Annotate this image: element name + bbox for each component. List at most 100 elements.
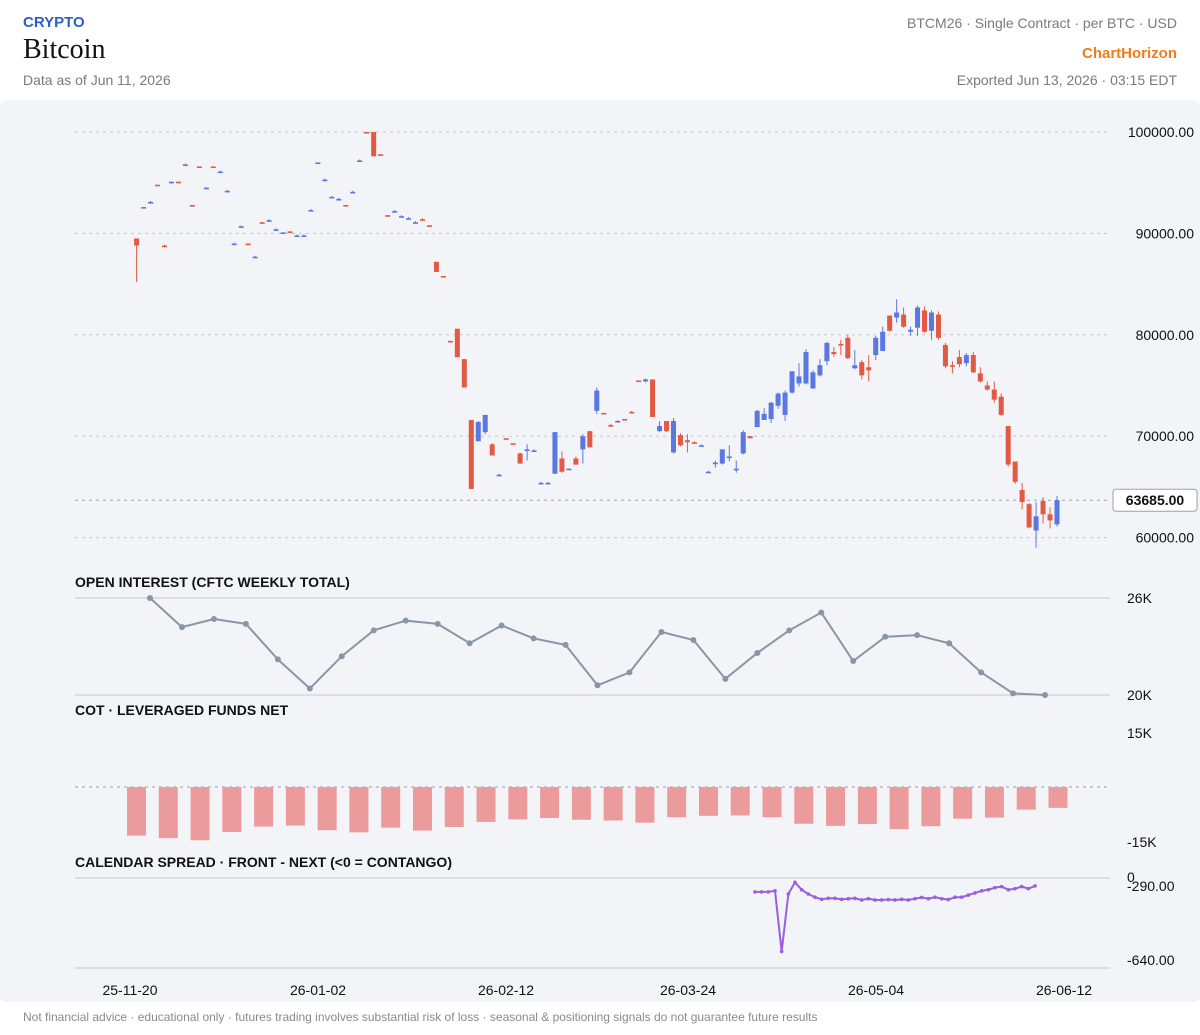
open-interest-point	[850, 658, 857, 665]
candle-body	[224, 190, 230, 193]
candle-body	[908, 329, 914, 332]
candle-body	[322, 179, 328, 182]
open-interest-point	[978, 669, 985, 676]
candle-body	[496, 474, 502, 477]
calendar-spread-point	[799, 887, 804, 892]
calendar-spread-point	[986, 887, 991, 892]
candle-body	[587, 431, 593, 448]
cot-bar	[222, 787, 242, 832]
calendar-spread-point	[913, 896, 917, 901]
candle-body	[329, 196, 335, 199]
calendar-spread-point	[1006, 887, 1011, 892]
candle-body	[315, 162, 321, 165]
candle-body	[775, 393, 781, 406]
calendar-spread-point	[959, 895, 964, 900]
candle-body	[308, 210, 314, 212]
calendar-spread-point	[899, 897, 904, 902]
cot-bar	[540, 787, 560, 818]
price-axis-label: 70000.00	[1136, 428, 1195, 444]
candle-body	[266, 220, 272, 222]
candle-body	[378, 154, 384, 156]
candle-body	[189, 205, 195, 207]
candle-body	[873, 337, 879, 356]
cot-bar	[381, 787, 401, 828]
candle-body	[977, 373, 983, 382]
candle-body	[245, 243, 251, 246]
open-interest-point	[1010, 690, 1017, 697]
candle-body	[956, 357, 962, 365]
candle-body	[998, 396, 1004, 415]
calendar-spread-title: CALENDAR SPREAD · FRONT - NEXT (<0 = CON…	[75, 854, 452, 870]
cot-bar	[635, 787, 655, 823]
candle-body	[447, 340, 453, 343]
open-interest-point	[562, 641, 569, 648]
calendar-spread-point	[826, 896, 831, 901]
open-interest-point	[626, 669, 633, 676]
calendar-spread-point	[806, 892, 811, 896]
cot-bar	[1016, 787, 1036, 810]
candle-body	[845, 337, 851, 359]
candle-body	[175, 181, 181, 184]
candle-body	[1040, 501, 1046, 515]
cot-bar	[158, 787, 178, 839]
candle-body	[705, 471, 711, 474]
open-interest-point	[338, 653, 345, 660]
candle-body	[615, 420, 621, 423]
candle-body	[1054, 500, 1060, 525]
open-interest-point	[466, 640, 473, 647]
calendar-spread-point	[993, 885, 997, 890]
candle-body	[594, 390, 600, 411]
candle-body	[343, 205, 349, 207]
candle-body	[475, 422, 481, 442]
calendar-spread-point	[846, 896, 851, 901]
open-interest-point	[658, 628, 665, 635]
open-interest-point	[306, 685, 313, 692]
calendar-spread-point	[786, 892, 791, 896]
candle-body	[1012, 461, 1018, 482]
candle-body	[412, 222, 419, 224]
candle-body	[684, 440, 690, 443]
candle-body	[901, 314, 907, 327]
candle-body	[643, 379, 649, 382]
disclaimer: Not financial advice · educational only …	[23, 1010, 818, 1024]
candle-body	[754, 410, 760, 428]
candle-body	[148, 201, 154, 204]
candle-body	[482, 414, 488, 433]
cot-bar	[571, 787, 591, 820]
candle-body	[161, 245, 168, 248]
open-interest-point	[402, 617, 409, 624]
calendar-spread-point	[773, 889, 777, 893]
calendar-spread-point	[766, 890, 771, 894]
candle-body	[461, 359, 467, 388]
candle-body	[203, 187, 209, 190]
candle-body	[601, 412, 607, 415]
open-interest-point	[754, 649, 761, 656]
candle-body	[970, 355, 976, 373]
last-price-label: 63685.00	[1126, 492, 1185, 508]
candle-body	[894, 312, 900, 318]
data-as-of: Data as of Jun 11, 2026	[23, 72, 171, 88]
candle-body	[887, 315, 893, 331]
open-interest-point	[818, 609, 825, 616]
candle-body	[922, 310, 928, 332]
candle-body	[392, 211, 398, 213]
cot-bar	[1048, 787, 1068, 808]
calendar-spread-point	[753, 890, 757, 894]
cot-bar	[317, 787, 337, 831]
candle-body	[712, 462, 718, 465]
candle-body	[336, 198, 342, 201]
candle-body	[880, 331, 886, 352]
candle-body	[538, 482, 544, 485]
candle-body	[433, 261, 439, 272]
candle-body	[984, 385, 990, 390]
cot-bar	[190, 787, 210, 841]
x-axis-label: 26-02-12	[478, 982, 534, 998]
candle-body	[134, 238, 140, 246]
candle-body	[141, 207, 147, 209]
candle-body	[364, 132, 370, 134]
candle-body	[928, 312, 935, 331]
calendar-spread-line	[755, 880, 1036, 952]
calendar-spread-point	[919, 895, 924, 900]
instrument-title: Bitcoin	[23, 34, 106, 65]
